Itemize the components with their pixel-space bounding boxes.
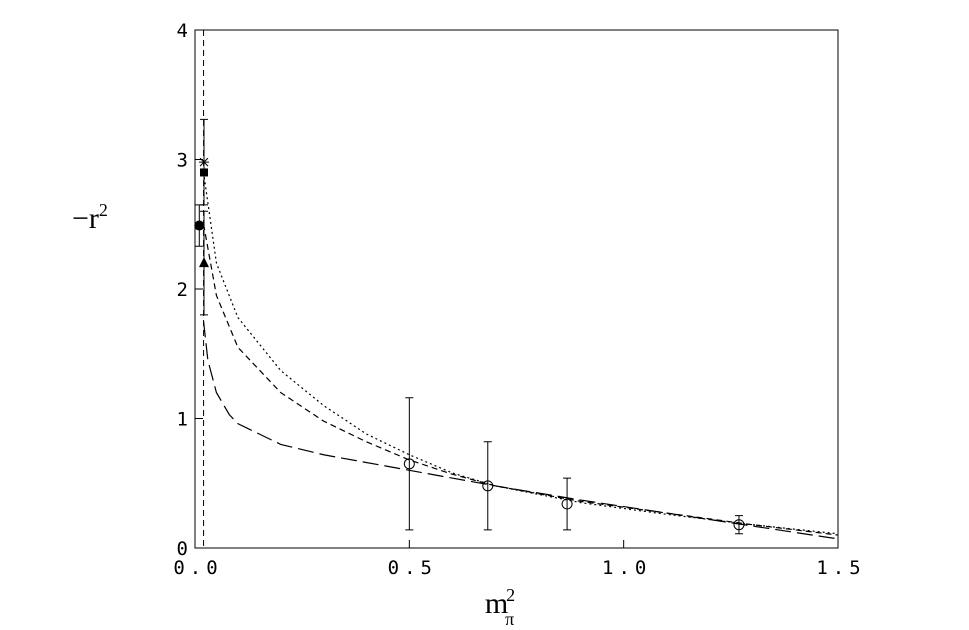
error-bar [563,477,572,531]
marker [199,257,210,268]
y-tick-label: 3 [177,150,193,172]
marker [403,458,415,470]
y-axis-label: −r2 [72,200,108,235]
x-axis-label: m2 π [485,585,515,629]
x-tick-label: 0.5 [388,557,437,579]
error-bar [405,397,414,531]
x-tick-label: 1.5 [816,557,865,579]
marker [482,480,494,492]
x-tick-label: 0.0 [173,557,222,579]
x-tick-label: 1.0 [602,557,651,579]
curve [202,172,839,535]
y-tick-label: 4 [177,20,193,42]
y-tick-label: 1 [177,409,193,431]
plot-frame [194,29,839,549]
error-bar [483,441,492,531]
marker [200,168,209,177]
y-tick-label: 2 [177,279,193,301]
marker [561,498,573,510]
marker [194,220,205,231]
curve [202,321,839,540]
error-bar [734,515,743,535]
y-tick-label: 0 [177,538,193,560]
marker [733,519,745,531]
curve [202,224,839,536]
marker [199,157,210,168]
